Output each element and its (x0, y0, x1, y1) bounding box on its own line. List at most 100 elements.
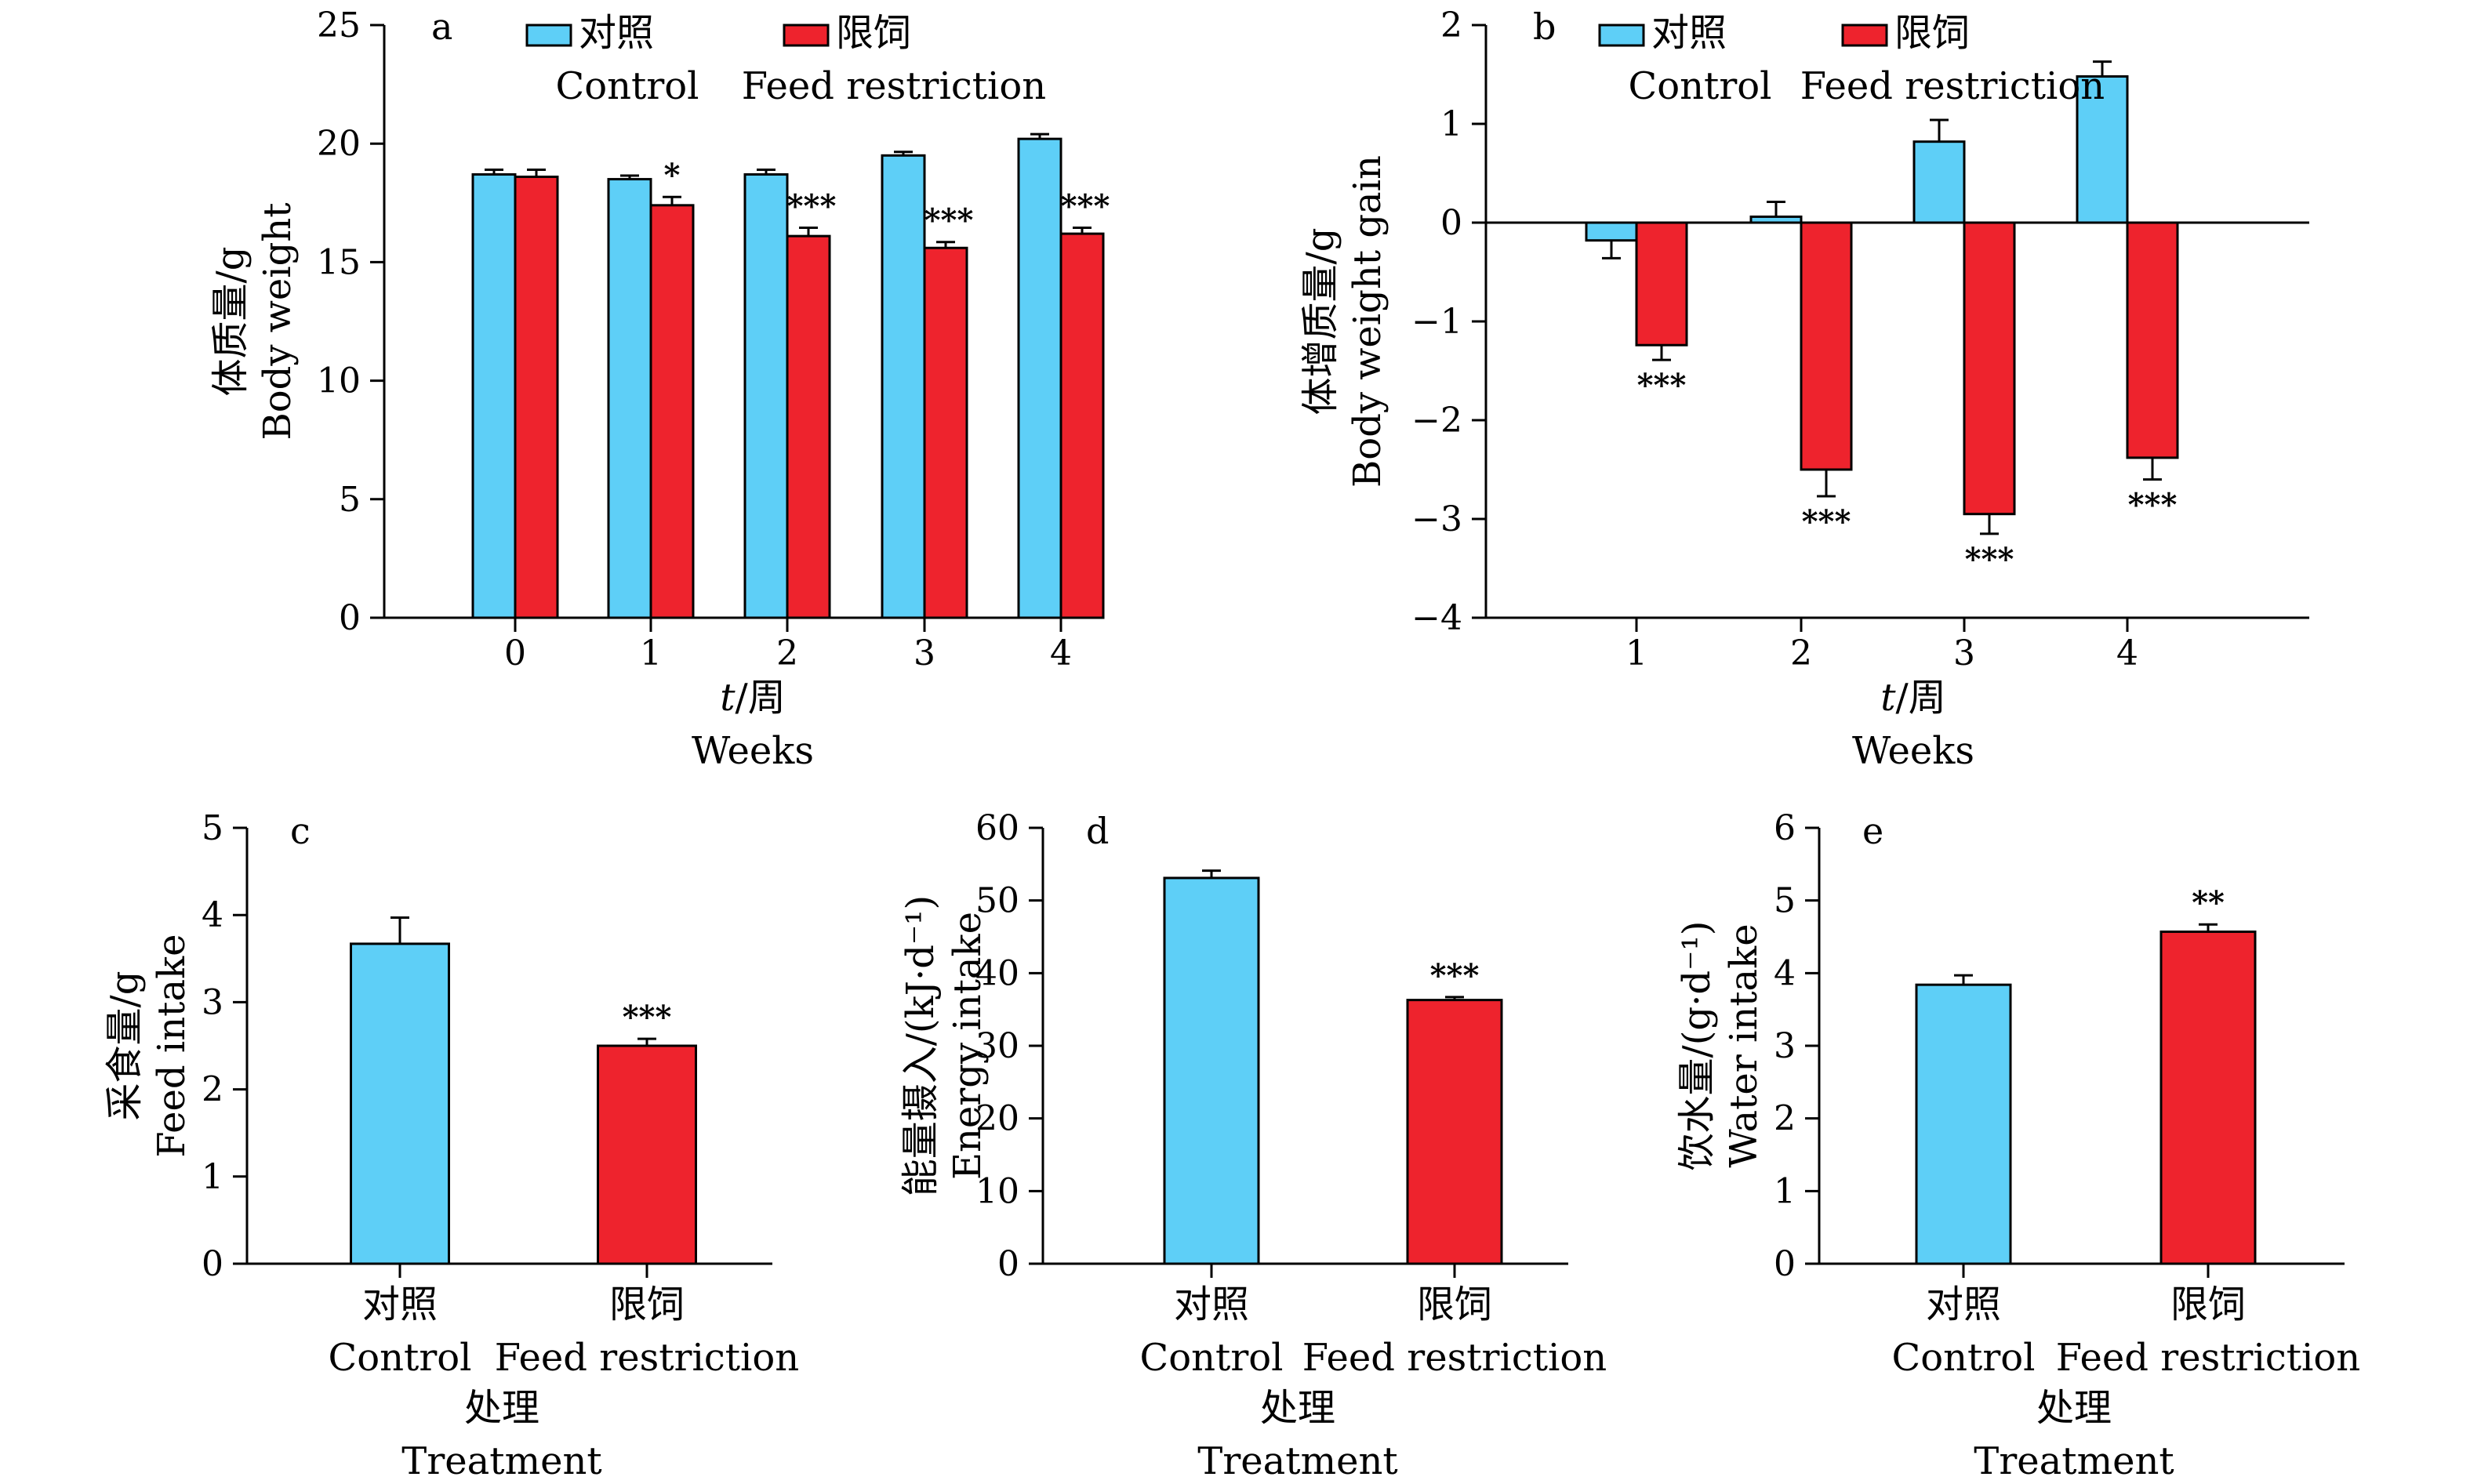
y-axis-title-en: Water intake (1722, 923, 1766, 1167)
y-axis-title-cn: 采食量/g (103, 971, 147, 1121)
bar (2126, 221, 2179, 459)
x-axis-title-en: Treatment (1197, 1439, 1397, 1483)
bar (607, 178, 652, 619)
y-tick-label: 0 (997, 1244, 1019, 1284)
y-tick-label: 60 (975, 808, 1019, 848)
y-tick-label: 2 (1774, 1099, 1796, 1139)
y-tick-label: 3 (202, 982, 223, 1022)
x-tick-label: 2 (776, 633, 798, 673)
significance-mark: ** (2192, 884, 2225, 921)
y-tick-label: 4 (202, 895, 223, 935)
y-tick-label: 30 (975, 1026, 1019, 1066)
legend-label-control-en: Control (1628, 64, 1771, 108)
x-tick-label-en: Feed restriction (1302, 1336, 1607, 1380)
y-tick-label: 1 (202, 1157, 223, 1197)
x-axis-title-cn: t/周 (720, 676, 785, 720)
x-tick-label-cn: 对照 (362, 1283, 438, 1326)
y-tick-label: 20 (975, 1099, 1019, 1139)
bar (1059, 232, 1105, 619)
y-tick-label: 4 (1774, 953, 1796, 993)
y-tick-label: 2 (202, 1070, 223, 1110)
legend-label-restriction-en: Feed restriction (1800, 64, 2105, 108)
y-tick-label: 3 (1774, 1026, 1796, 1066)
y-tick-label: 0 (339, 598, 361, 638)
y-tick-label: 0 (1440, 203, 1462, 243)
x-tick-label-cn: 限饲 (2170, 1283, 2246, 1326)
x-tick-label-en: Control (1139, 1336, 1283, 1380)
x-tick-label-en: Feed restriction (2056, 1336, 2360, 1380)
x-tick-label: 0 (504, 633, 526, 673)
y-tick-label: −1 (1411, 302, 1462, 342)
bar (923, 246, 968, 619)
y-axis-title-en: Feed intake (150, 934, 194, 1157)
legend-swatch-restriction (1841, 24, 1888, 47)
y-axis-title-en: Body weight gain (1346, 155, 1389, 488)
y-tick-label: 10 (975, 1171, 1019, 1211)
x-tick-label: 4 (1050, 633, 1072, 673)
y-tick-label: 20 (317, 124, 361, 164)
y-axis-title-cn: 体质量/g (209, 247, 252, 397)
y-tick-label: 0 (202, 1244, 223, 1284)
bar (2076, 75, 2129, 224)
bar (1406, 999, 1503, 1265)
y-axis-title-en: Energy intake (946, 912, 990, 1180)
significance-mark: *** (787, 188, 837, 225)
legend: 对照 Control 限饲 Feed restriction (1598, 11, 2105, 108)
legend-swatch-control (1598, 24, 1645, 47)
y-axis-title-en: Body weight (256, 202, 300, 440)
legend-swatch-control (525, 24, 572, 47)
y-tick-label: 1 (1440, 104, 1462, 144)
bar (1963, 221, 2016, 516)
panel-letter: c (290, 810, 311, 852)
y-axis-title-cn: 饮水量/(g·d⁻¹) (1675, 921, 1719, 1171)
y-tick-label: 2 (1440, 5, 1462, 45)
panel-d-energy-intake: 0 10 20 30 40 50 60 对照 Control 限饲 Feed restriction… (899, 808, 1607, 1483)
significance-mark: *** (1061, 188, 1110, 225)
significance-mark: *** (924, 202, 974, 239)
x-tick-label-cn: 对照 (1926, 1283, 2001, 1326)
legend-swatch-restriction (783, 24, 830, 47)
legend-label-control-en: Control (555, 64, 699, 108)
y-tick-label: −3 (1411, 499, 1462, 539)
bar (1017, 137, 1062, 619)
legend: 对照 Control 限饲 Feed restriction (525, 11, 1046, 108)
legend-label-control-cn: 对照 (1651, 11, 1727, 55)
legend-label-restriction-en: Feed restriction (742, 64, 1046, 108)
bar (1635, 221, 1688, 347)
bar (597, 1044, 697, 1265)
y-tick-label: 50 (975, 881, 1019, 921)
x-tick-label: 2 (1790, 633, 1812, 673)
bar (786, 234, 831, 619)
y-tick-label: 5 (1774, 881, 1796, 921)
significance-mark: *** (1430, 957, 1480, 994)
legend-label-control-cn: 对照 (579, 11, 654, 55)
x-tick-label-en: Feed restriction (495, 1336, 799, 1380)
panel-e-water-intake: 0 1 2 3 4 5 6 对照 Control 限饲 Feed restriction ** e 饮水量… (1675, 808, 2360, 1483)
y-tick-label: 15 (317, 242, 361, 282)
bar (743, 173, 789, 619)
significance-mark: *** (1802, 503, 1851, 540)
y-tick-label: 1 (1774, 1171, 1796, 1211)
x-axis-title-italic: t (720, 676, 736, 720)
significance-mark: *** (2128, 487, 2178, 524)
bar (471, 173, 517, 619)
legend-label-restriction-cn: 限饲 (836, 11, 911, 55)
panel-letter: a (431, 5, 452, 48)
y-axis-title-cn: 能量摄入/(kJ·d⁻¹) (899, 895, 943, 1197)
y-tick-label: 10 (317, 361, 361, 401)
panel-letter: b (1533, 5, 1556, 48)
legend-label-restriction-cn: 限饲 (1894, 11, 1970, 55)
bar (2159, 931, 2257, 1265)
x-tick-label: 3 (914, 633, 935, 673)
bar (1915, 983, 2012, 1265)
x-tick-label-en: Control (328, 1336, 471, 1380)
x-axis-title-cn: 处理 (1260, 1386, 1335, 1430)
panel-b-body-weight-gain: −4 −3 −2 −1 0 1 2 1 2 3 4 *** *** *** *** b 体增质量/g Body w… (1299, 5, 2309, 773)
x-axis-title-en: Weeks (692, 729, 814, 773)
x-axis-title-italic: t (1880, 676, 1896, 720)
significance-mark: *** (1965, 541, 2014, 578)
x-axis-title-rest: /周 (736, 676, 786, 720)
y-tick-label: −2 (1411, 401, 1462, 441)
